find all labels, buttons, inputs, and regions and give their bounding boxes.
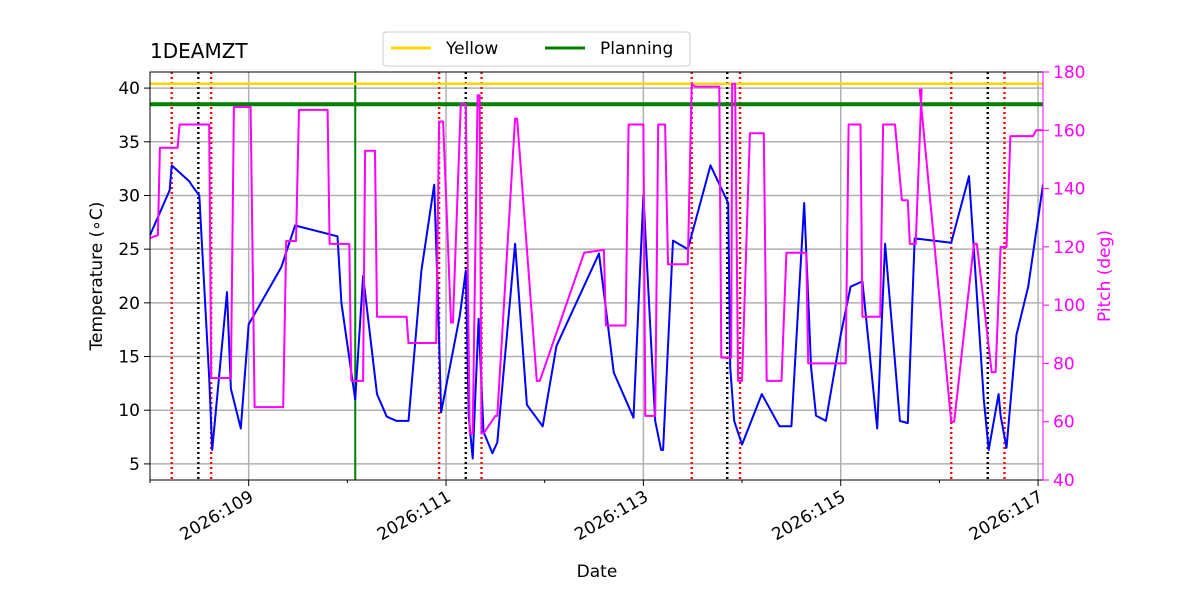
y2-tick-label: 140 <box>1053 180 1085 200</box>
y-tick-label: 15 <box>118 348 140 368</box>
y-axis-left: 5 10 15 20 25 30 35 40 <box>118 79 150 475</box>
y-tick-label: 10 <box>118 401 140 421</box>
y-axis-right: 40 60 80 100 120 140 160 180 <box>1042 63 1085 491</box>
y2-tick-label: 60 <box>1053 413 1075 433</box>
data-series <box>150 82 1043 460</box>
y-tick-label: 40 <box>118 79 140 99</box>
legend-label-yellow: Yellow <box>445 39 498 59</box>
y2-tick-label: 40 <box>1053 471 1075 491</box>
temperature-series-line <box>150 164 1043 460</box>
y2-tick-label: 180 <box>1053 63 1085 83</box>
legend: Yellow Planning <box>382 31 691 67</box>
y-axis-label: Temperature (∘C) <box>87 202 107 352</box>
y2-tick-label: 100 <box>1053 296 1085 316</box>
chart-title: 1DEAMZT <box>150 39 248 63</box>
y-tick-label: 35 <box>118 133 140 153</box>
legend-label-planning: Planning <box>600 39 673 59</box>
pitch-series-line <box>150 82 1043 435</box>
y-tick-label: 25 <box>118 240 140 260</box>
y2-tick-label: 80 <box>1053 354 1075 374</box>
y-tick-label: 30 <box>118 186 140 206</box>
x-axis-label: Date <box>577 562 618 582</box>
limit-lines <box>150 82 1043 107</box>
y2-tick-label: 160 <box>1053 121 1085 141</box>
legend-box <box>382 31 691 67</box>
y2-tick-label: 120 <box>1053 238 1085 258</box>
y2-axis-label: Pitch (deg) <box>1095 230 1115 322</box>
y-tick-label: 20 <box>118 294 140 314</box>
y-tick-label: 5 <box>129 455 140 475</box>
